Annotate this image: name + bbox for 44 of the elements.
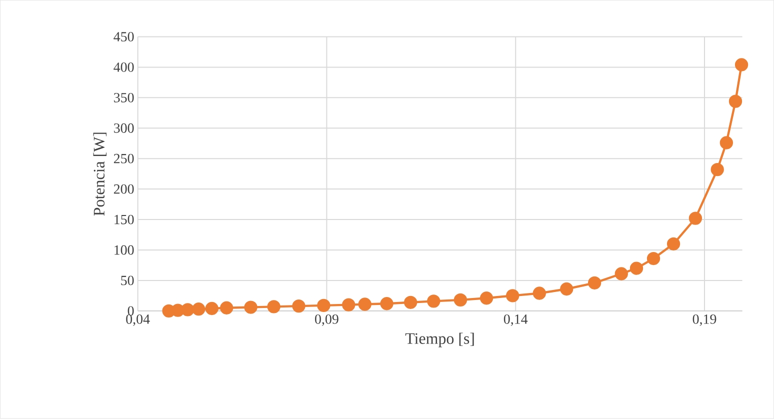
point (220, 301, 234, 315)
point (342, 298, 356, 312)
x-tick-label: 0,14 (504, 314, 528, 326)
point (267, 300, 280, 314)
x-tick-label: 0,09 (315, 314, 338, 326)
point (614, 267, 628, 280)
point (454, 294, 468, 307)
y-tick-label: 250 (114, 154, 134, 164)
point (317, 299, 330, 312)
point (380, 297, 394, 310)
point (181, 303, 194, 316)
point (244, 300, 258, 314)
point (292, 300, 306, 313)
point (205, 302, 218, 316)
y-tick-label: 0 (128, 306, 134, 316)
point (710, 163, 724, 176)
x-axis-title: Tiempo [s] (405, 332, 474, 348)
point (427, 294, 440, 308)
point (646, 252, 660, 266)
point (192, 302, 206, 316)
point (666, 237, 680, 251)
point (728, 94, 742, 108)
point (358, 298, 372, 311)
y-tick-label: 300 (114, 124, 134, 133)
point (720, 136, 734, 150)
point (588, 276, 602, 290)
point (734, 58, 748, 72)
y-tick-label: 400 (114, 62, 134, 72)
x-tick-label: 0,19 (692, 314, 716, 326)
point (506, 289, 520, 302)
point (630, 262, 644, 275)
y-tick-label: 100 (114, 245, 134, 255)
y-axis-title: Potencia [W] (93, 132, 106, 216)
point (688, 212, 702, 226)
y-tick-label: 350 (114, 93, 134, 103)
point (532, 286, 546, 300)
point (480, 292, 494, 305)
y-tick-label: 450 (114, 32, 134, 42)
y-tick-label: 150 (114, 214, 134, 224)
point (404, 296, 418, 310)
point (560, 282, 574, 296)
x-tick-label: 0,04 (126, 314, 150, 326)
y-tick-label: 200 (114, 184, 134, 194)
y-tick-label: 50 (121, 276, 134, 286)
